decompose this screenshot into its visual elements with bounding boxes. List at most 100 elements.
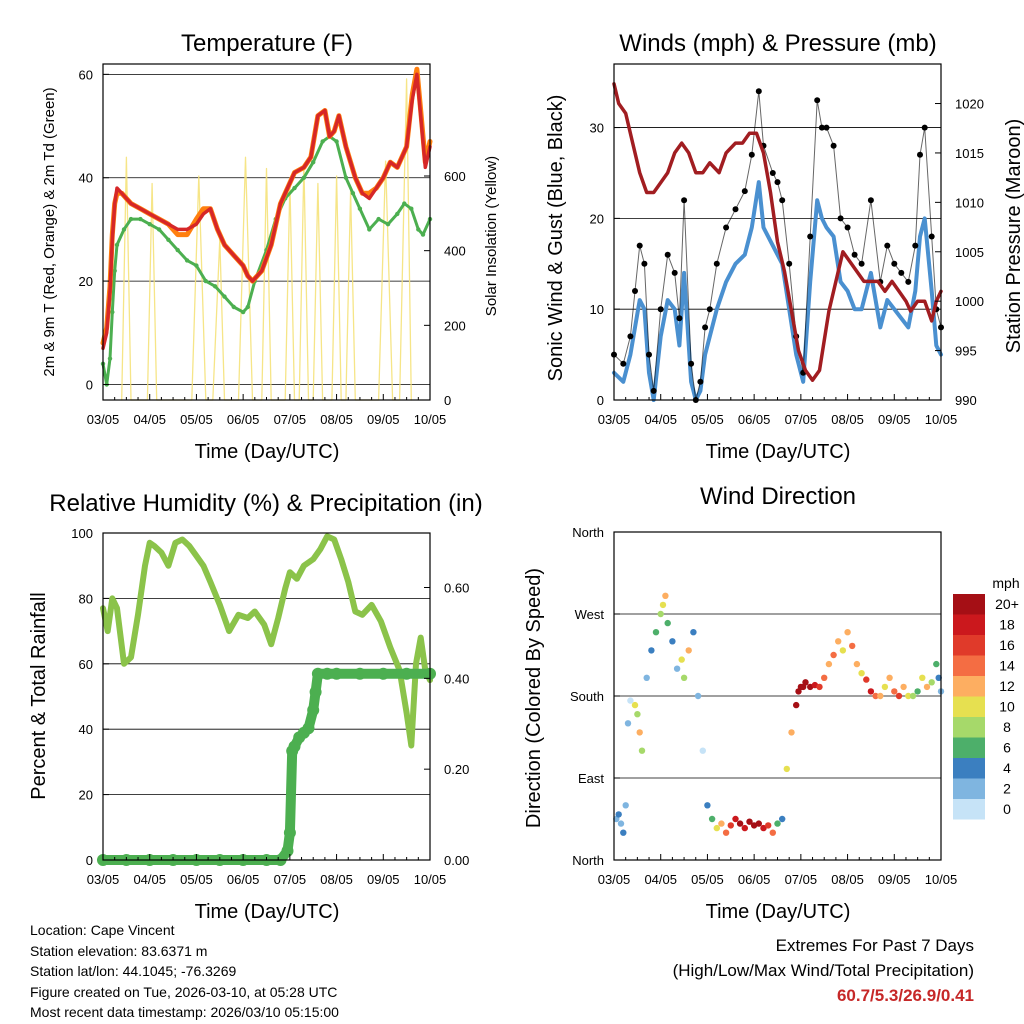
dewpoint-point — [203, 278, 208, 284]
direction-point — [685, 647, 692, 654]
extremes-box: Extremes For Past 7 Days (High/Low/Max W… — [673, 933, 974, 1008]
dewpoint-point — [194, 263, 199, 268]
direction-x-ticks: 03/05 04/05 05/05 06/05 07/05 08/05 09/05 10/05 — [598, 854, 958, 887]
direction-point — [923, 683, 931, 691]
speed-legend-swatch — [953, 717, 985, 738]
speed-legend-label: 14 — [999, 658, 1015, 674]
dewpoint-point — [409, 206, 414, 211]
x-tick-label: 05/05 — [180, 412, 213, 427]
x-tick-label: 04/05 — [133, 412, 166, 427]
temperature-ylabel-left: 2m & 9m T (Red, Orange) & 2m Td (Green) — [41, 87, 58, 376]
direction-point — [774, 820, 781, 827]
speed-legend-label: 6 — [1003, 740, 1011, 756]
direction-point — [662, 592, 669, 599]
humidity-x-ticks: 03/05 04/05 05/05 06/05 07/05 08/05 09/05 10/05 — [87, 854, 446, 887]
y-tick-label-right: 0.00 — [444, 853, 469, 868]
station-info: Location: Cape Vincent Station elevation… — [30, 920, 339, 1023]
direction-point — [741, 824, 748, 832]
direction-point — [905, 692, 912, 700]
y-tick-label-right: 990 — [955, 393, 977, 408]
dewpoint-point — [175, 247, 180, 253]
y-tick-label-right: 1000 — [955, 294, 984, 309]
direction-point — [722, 829, 730, 836]
humidity-line — [100, 533, 433, 749]
direction-point — [933, 660, 940, 668]
dewpoint-point — [343, 175, 349, 180]
y-tick-label-left: West — [575, 607, 605, 622]
direction-point — [816, 683, 823, 691]
direction-title: Wind Direction — [700, 483, 856, 510]
direction-point — [704, 802, 711, 809]
humidity-right-ticks: 0.00 0.20 0.40 0.60 — [424, 581, 469, 868]
speed-legend-label: 10 — [999, 699, 1015, 715]
humidity-xlabel: Time (Day/UTC) — [195, 901, 340, 923]
direction-point — [849, 642, 856, 650]
dewpoint-point — [114, 242, 120, 248]
direction-point — [886, 674, 893, 681]
winds-x-ticks: 03/05 04/05 05/05 06/05 07/05 08/05 09/05 10/05 — [598, 394, 957, 427]
direction-point — [821, 674, 828, 681]
y-tick-label-right: 995 — [955, 344, 977, 359]
x-tick-label: 06/05 — [738, 412, 771, 427]
speed-legend-label: 12 — [999, 678, 1015, 694]
direction-gridlines — [614, 531, 941, 861]
speed-legend-label: 2 — [1003, 781, 1011, 797]
dewpoint-point — [166, 237, 171, 242]
x-tick-label: 06/05 — [738, 872, 771, 887]
speed-legend-swatch — [953, 778, 985, 799]
direction-point — [694, 692, 702, 700]
direction-point — [634, 711, 641, 718]
y-tick-label-right: 200 — [444, 318, 466, 333]
direction-point — [863, 676, 870, 683]
direction-point — [755, 820, 762, 827]
temperature-right-ticks: 0 200 400 600 — [424, 169, 466, 408]
direction-point — [835, 638, 842, 645]
pressure-line — [612, 82, 943, 382]
winds-xlabel: Time (Day/UTC) — [706, 441, 851, 463]
direction-point — [664, 619, 671, 627]
dewpoint-point — [245, 304, 250, 310]
dewpoint-point — [350, 191, 356, 196]
direction-point — [928, 679, 935, 686]
dewpoint-point — [231, 304, 236, 310]
y-tick-label-right: 0.40 — [444, 671, 469, 686]
direction-point — [891, 688, 898, 695]
direction-series — [613, 592, 945, 836]
humidity-series — [97, 533, 436, 866]
direction-point — [624, 720, 632, 727]
speed-legend-label: 16 — [999, 637, 1015, 653]
x-tick-label: 07/05 — [274, 872, 307, 887]
dewpoint-point — [128, 216, 134, 222]
direction-point — [622, 802, 629, 809]
x-tick-label: 10/05 — [925, 872, 958, 887]
direction-point — [783, 765, 790, 773]
y-tick-label-right: 600 — [444, 169, 466, 184]
dewpoint-point — [357, 206, 363, 211]
y-tick-label-right: 0.20 — [444, 762, 469, 777]
y-tick-label-left: 0 — [597, 393, 604, 408]
winds-ylabel-left: Sonic Wind & Gust (Blue, Black) — [545, 95, 567, 382]
direction-point — [732, 815, 739, 823]
direction-point — [746, 818, 753, 825]
y-tick-label-right: 1005 — [955, 245, 984, 260]
direction-point — [718, 820, 725, 827]
direction-point — [699, 747, 706, 754]
x-tick-label: 06/05 — [227, 872, 260, 887]
precipitation-line — [98, 668, 435, 865]
direction-point — [638, 747, 646, 754]
direction-point — [839, 647, 847, 654]
dewpoint-point — [334, 139, 339, 144]
speed-legend-title: mph — [992, 575, 1019, 591]
x-tick-label: 08/05 — [831, 872, 864, 887]
speed-legend-label: 20+ — [995, 596, 1019, 612]
sonic-wind-line — [612, 180, 943, 402]
x-tick-label: 08/05 — [831, 412, 864, 427]
speed-legend-swatch — [953, 635, 985, 656]
speed-legend-label: 0 — [1003, 801, 1011, 817]
station-location: Location: Cape Vincent — [30, 922, 175, 938]
speed-legend-label: 4 — [1003, 760, 1011, 776]
y-tick-label-left: East — [578, 771, 604, 786]
y-tick-label-left: 10 — [590, 302, 604, 317]
y-tick-label-left: 0 — [86, 853, 93, 868]
direction-point — [872, 692, 879, 700]
